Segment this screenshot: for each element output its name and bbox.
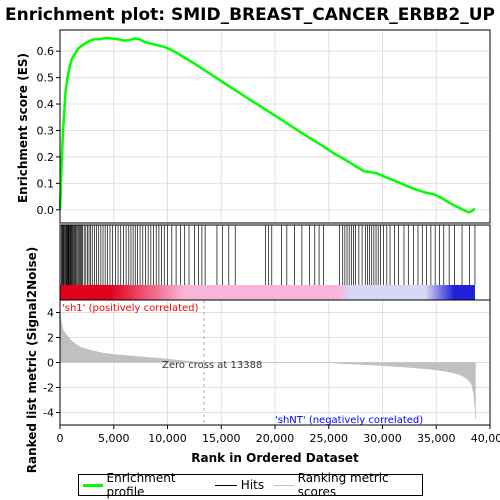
- x-tick-label: 0: [57, 432, 64, 445]
- negative-correlation-label: 'shNT' (negatively correlated): [275, 415, 423, 426]
- x-tick-label: 15,000: [202, 432, 241, 445]
- x-tick-label: 40,000: [471, 432, 500, 445]
- x-tick-label: 10,000: [148, 432, 187, 445]
- legend-swatch-hits: [214, 484, 237, 486]
- legend-swatch-enrichment: [83, 483, 103, 487]
- es-frame: [59, 29, 491, 224]
- x-tick-label: 5,000: [98, 432, 130, 445]
- ranked-list-color-band: [60, 285, 475, 300]
- es-tick-label: 0.2: [37, 151, 55, 164]
- es-tick-label: 0.1: [37, 177, 55, 190]
- metric-tick-label: -2: [43, 382, 54, 395]
- legend-item-enrichment: Enrichment profile: [83, 471, 205, 499]
- metric-axis-title: Ranked list metric (Signal2Noise): [25, 247, 39, 474]
- x-tick-label: 20,000: [256, 432, 295, 445]
- chart-title: Enrichment plot: SMID_BREAST_CANCER_ERBB…: [5, 5, 495, 25]
- es-tick-label: 0.4: [37, 98, 55, 111]
- x-tick-label: 30,000: [363, 432, 402, 445]
- legend: Enrichment profile Hits Ranking metric s…: [78, 471, 423, 499]
- legend-label-hits: Hits: [240, 478, 265, 492]
- es-tick-label: 0.0: [37, 204, 55, 217]
- legend-swatch-ranking: [274, 484, 294, 486]
- metric-tick-label: 4: [47, 307, 54, 320]
- metric-tick-label: 2: [47, 332, 54, 345]
- es-panel: 0.0 0.1 0.2 0.3 0.4 0.5 0.6: [37, 29, 491, 224]
- metric-panel: 4 2 0 -2 -4: [43, 299, 491, 426]
- legend-label-enrichment: Enrichment profile: [106, 471, 176, 499]
- es-tick-label: 0.3: [37, 124, 55, 137]
- legend-label-ranking: Ranking metric scores: [297, 471, 389, 499]
- ranking-metric-area: [59, 299, 476, 419]
- metric-tick-label: -4: [43, 407, 54, 420]
- x-tick-label: 25,000: [310, 432, 349, 445]
- x-axis-title: Rank in Ordered Dataset: [191, 451, 359, 465]
- legend-item-ranking: Ranking metric scores: [274, 471, 416, 499]
- legend-item-hits: Hits: [214, 478, 265, 492]
- x-tick-label: 35,000: [417, 432, 456, 445]
- metric-tick-label: 0: [47, 357, 54, 370]
- es-axis-title: Enrichment score (ES): [16, 53, 30, 203]
- x-axis: 0 5,000 10,000 15,000 20,000 25,000 30,000 35,0…: [57, 425, 500, 445]
- es-tick-label: 0.6: [37, 45, 55, 58]
- zero-cross-label: Zero cross at 13388: [162, 360, 262, 371]
- hits-panel: [59, 224, 491, 301]
- enrichment-profile-line: [58, 36, 476, 214]
- positive-correlation-label: 'sh1' (positively correlated): [62, 303, 199, 314]
- es-tick-label: 0.5: [37, 72, 55, 85]
